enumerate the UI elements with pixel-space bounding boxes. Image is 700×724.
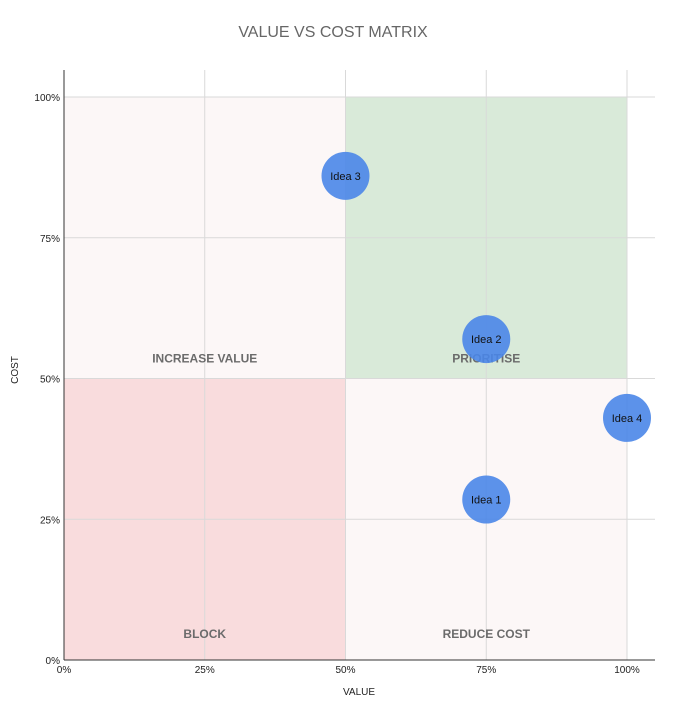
axes-layer (63, 70, 655, 661)
x-tick-label: 0% (57, 665, 72, 676)
y-tick-label: 0% (46, 656, 61, 667)
x-axis-title: VALUE (343, 687, 375, 698)
bubble-label: Idea 1 (471, 495, 502, 507)
bubble-point (321, 151, 370, 200)
x-tick-label: 50% (335, 665, 355, 676)
y-tick-layer: 0% 25% 50% 75% 100% (34, 93, 60, 667)
y-tick-label: 50% (40, 375, 60, 386)
chart-title: VALUE VS COST MATRIX (238, 24, 428, 41)
y-tick-label: 100% (34, 93, 60, 104)
y-tick-label: 25% (40, 515, 60, 526)
x-tick-label: 75% (476, 665, 496, 676)
quadrant-label-3: REDUCE COST (443, 627, 531, 641)
y-tick-label: 75% (40, 234, 60, 245)
quadrant-label-2: BLOCK (183, 627, 226, 641)
x-tick-label: 100% (614, 665, 640, 676)
quadrant-label-0: INCREASE VALUE (152, 352, 257, 366)
bubble-point (462, 315, 511, 364)
bubble-label: Idea 3 (330, 171, 361, 183)
x-tick-label: 25% (195, 665, 215, 676)
x-tick-layer: 0% 25% 50% 75% 100% (57, 665, 640, 676)
bubble-point (603, 393, 651, 442)
bubble-label: Idea 2 (471, 334, 502, 346)
bubble-point (462, 475, 511, 524)
points-layer: Idea 1 Idea 2 Idea 3 Idea 4 (321, 151, 651, 524)
bubble-label: Idea 4 (612, 413, 643, 425)
y-axis-title: COST (10, 356, 21, 384)
